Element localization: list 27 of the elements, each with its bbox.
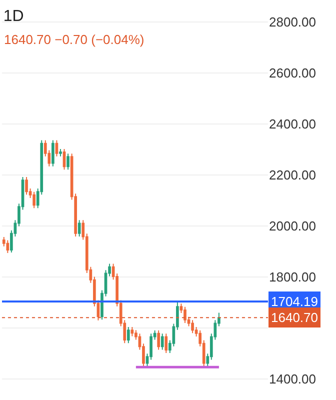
candlestick: [6, 240, 10, 254]
candlestick: [66, 153, 70, 170]
candlestick: [25, 176, 28, 196]
candlestick: [157, 330, 160, 350]
ref-line-label: 1640.70: [271, 310, 318, 325]
y-tick-label: 2200.00: [269, 168, 316, 183]
candlestick: [59, 148, 62, 157]
y-tick-label: 2000.00: [269, 218, 316, 234]
text: 1640.70 −0.70 (−0.04%): [4, 32, 144, 47]
candlestick: [130, 326, 134, 337]
y-tick-label: 2400.00: [269, 116, 316, 132]
y-tick-label: 1800.00: [269, 270, 316, 285]
candlestick: [55, 140, 58, 157]
candlestick: [184, 306, 186, 324]
y-tick-label: 2800.00: [269, 14, 316, 30]
candlestick: [62, 148, 66, 170]
y-tick-label: 2600.00: [269, 66, 316, 81]
candlestick: [32, 191, 36, 209]
candlestick: [126, 326, 130, 344]
candlestick: [191, 320, 194, 334]
candlestick: [164, 333, 168, 354]
candlestick: [160, 333, 164, 350]
ref-line-label: 1704.19: [271, 294, 318, 309]
text: 1D: [3, 8, 24, 26]
candlestick: [78, 220, 81, 237]
candlestick: [52, 140, 54, 167]
y-tick-label: 1400.00: [269, 372, 316, 387]
